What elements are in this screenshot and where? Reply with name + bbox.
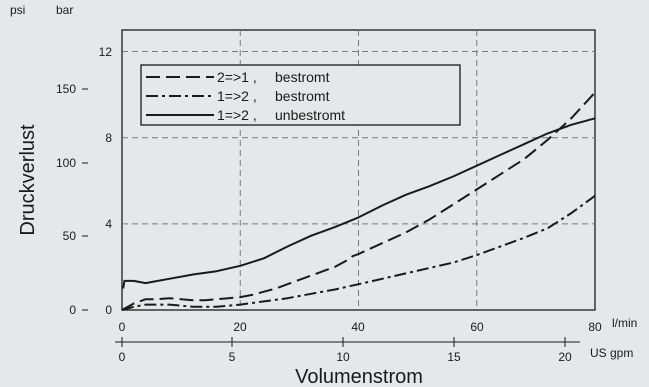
- y-axis-title: Druckverlust: [17, 124, 39, 236]
- x-ticks-gpm: 0 5 10 15 20: [119, 350, 572, 364]
- series-layer: [121, 91, 596, 311]
- y-tickmarks-psi: [82, 88, 88, 311]
- y-tick-psi-50: 50: [63, 229, 77, 243]
- x-tickmarks-gpm: [121, 337, 566, 347]
- y-tick-psi-0: 0: [69, 303, 76, 317]
- y-tick-psi-150: 150: [56, 82, 76, 96]
- x-tick-lmin-80: 80: [588, 320, 602, 334]
- legend-code-1: 2=>1 ,: [217, 69, 257, 85]
- legend-desc-3: unbestromt: [275, 107, 345, 123]
- legend: 2=>1 , bestromt 1=>2 , bestromt 1=>2 , u…: [140, 64, 461, 126]
- series-line-2: [121, 194, 596, 311]
- series-line-3: [122, 117, 596, 289]
- y-unit-bar: bar: [56, 3, 73, 17]
- x-tick-gpm-0: 0: [119, 350, 126, 364]
- x-ticks-lmin: 0 20 40 60 80: [119, 320, 602, 334]
- y-tick-bar-8: 8: [105, 131, 112, 145]
- gridlines: [122, 30, 595, 310]
- x-unit-lmin: l/min: [612, 316, 637, 330]
- x-tick-lmin-0: 0: [119, 320, 126, 334]
- x-tick-gpm-20: 20: [558, 350, 572, 364]
- y-tick-psi-100: 100: [56, 156, 76, 170]
- x-tick-lmin-40: 40: [351, 320, 365, 334]
- legend-desc-1: bestromt: [275, 69, 330, 85]
- y-unit-psi: psi: [10, 3, 25, 17]
- x-tick-gpm-15: 15: [447, 350, 461, 364]
- y-tick-bar-4: 4: [105, 217, 112, 231]
- x-tick-gpm-10: 10: [336, 350, 350, 364]
- y-tick-bar-12: 12: [99, 45, 113, 59]
- y-ticks-psi: 0 50 100 150: [56, 82, 76, 317]
- series-line-1: [121, 91, 596, 311]
- x-axis-title: Volumenstrom: [295, 366, 423, 387]
- x-unit-gpm: US gpm: [590, 346, 633, 360]
- legend-code-3: 1=>2 ,: [217, 107, 257, 123]
- x-tick-lmin-60: 60: [470, 320, 484, 334]
- y-tick-bar-0: 0: [105, 303, 112, 317]
- legend-desc-2: bestromt: [275, 88, 330, 104]
- y-ticks-bar: 0 4 8 12: [99, 45, 113, 317]
- x-tick-lmin-20: 20: [233, 320, 247, 334]
- x-tick-gpm-5: 5: [229, 350, 236, 364]
- legend-code-2: 1=>2 ,: [217, 88, 257, 104]
